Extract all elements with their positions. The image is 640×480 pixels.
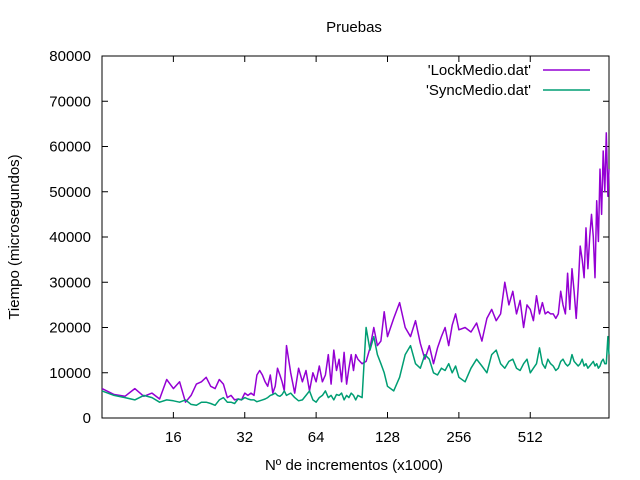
x-tick-label: 512 [518,429,543,446]
x-tick-label: 256 [446,429,471,446]
series-layer [101,132,610,407]
y-tick-label: 70000 [49,93,91,110]
y-tick-label: 50000 [49,184,91,201]
y-tick-label: 30000 [49,274,91,291]
x-tick-label: 32 [236,429,253,446]
chart-title: Pruebas [326,19,382,36]
x-axis: 16 32 64 128 256 512 [165,56,543,446]
y-tick-label: 20000 [49,320,91,337]
series-line-1 [101,132,610,403]
y-tick-label: 40000 [49,229,91,246]
y-axis: 0 10000 20000 30000 40000 50000 60000 70000 8000… [49,48,609,427]
x-tick-label: 64 [308,429,325,446]
series-line-2 [101,326,610,407]
x-tick-label: 128 [375,429,400,446]
y-axis-label: Tiempo (microsegundos) [6,154,23,319]
y-tick-label: 80000 [49,48,91,65]
y-tick-label: 10000 [49,365,91,382]
legend-label-2: 'SyncMedio.dat' [426,82,531,99]
x-tick-label: 16 [165,429,182,446]
y-tick-label: 0 [83,410,91,427]
x-axis-label: Nº de incrementos (x1000) [265,457,443,474]
legend-label-1: 'LockMedio.dat' [428,62,531,79]
plot-frame [101,55,610,419]
legend: 'LockMedio.dat' 'SyncMedio.dat' [426,62,590,99]
y-tick-label: 60000 [49,139,91,156]
